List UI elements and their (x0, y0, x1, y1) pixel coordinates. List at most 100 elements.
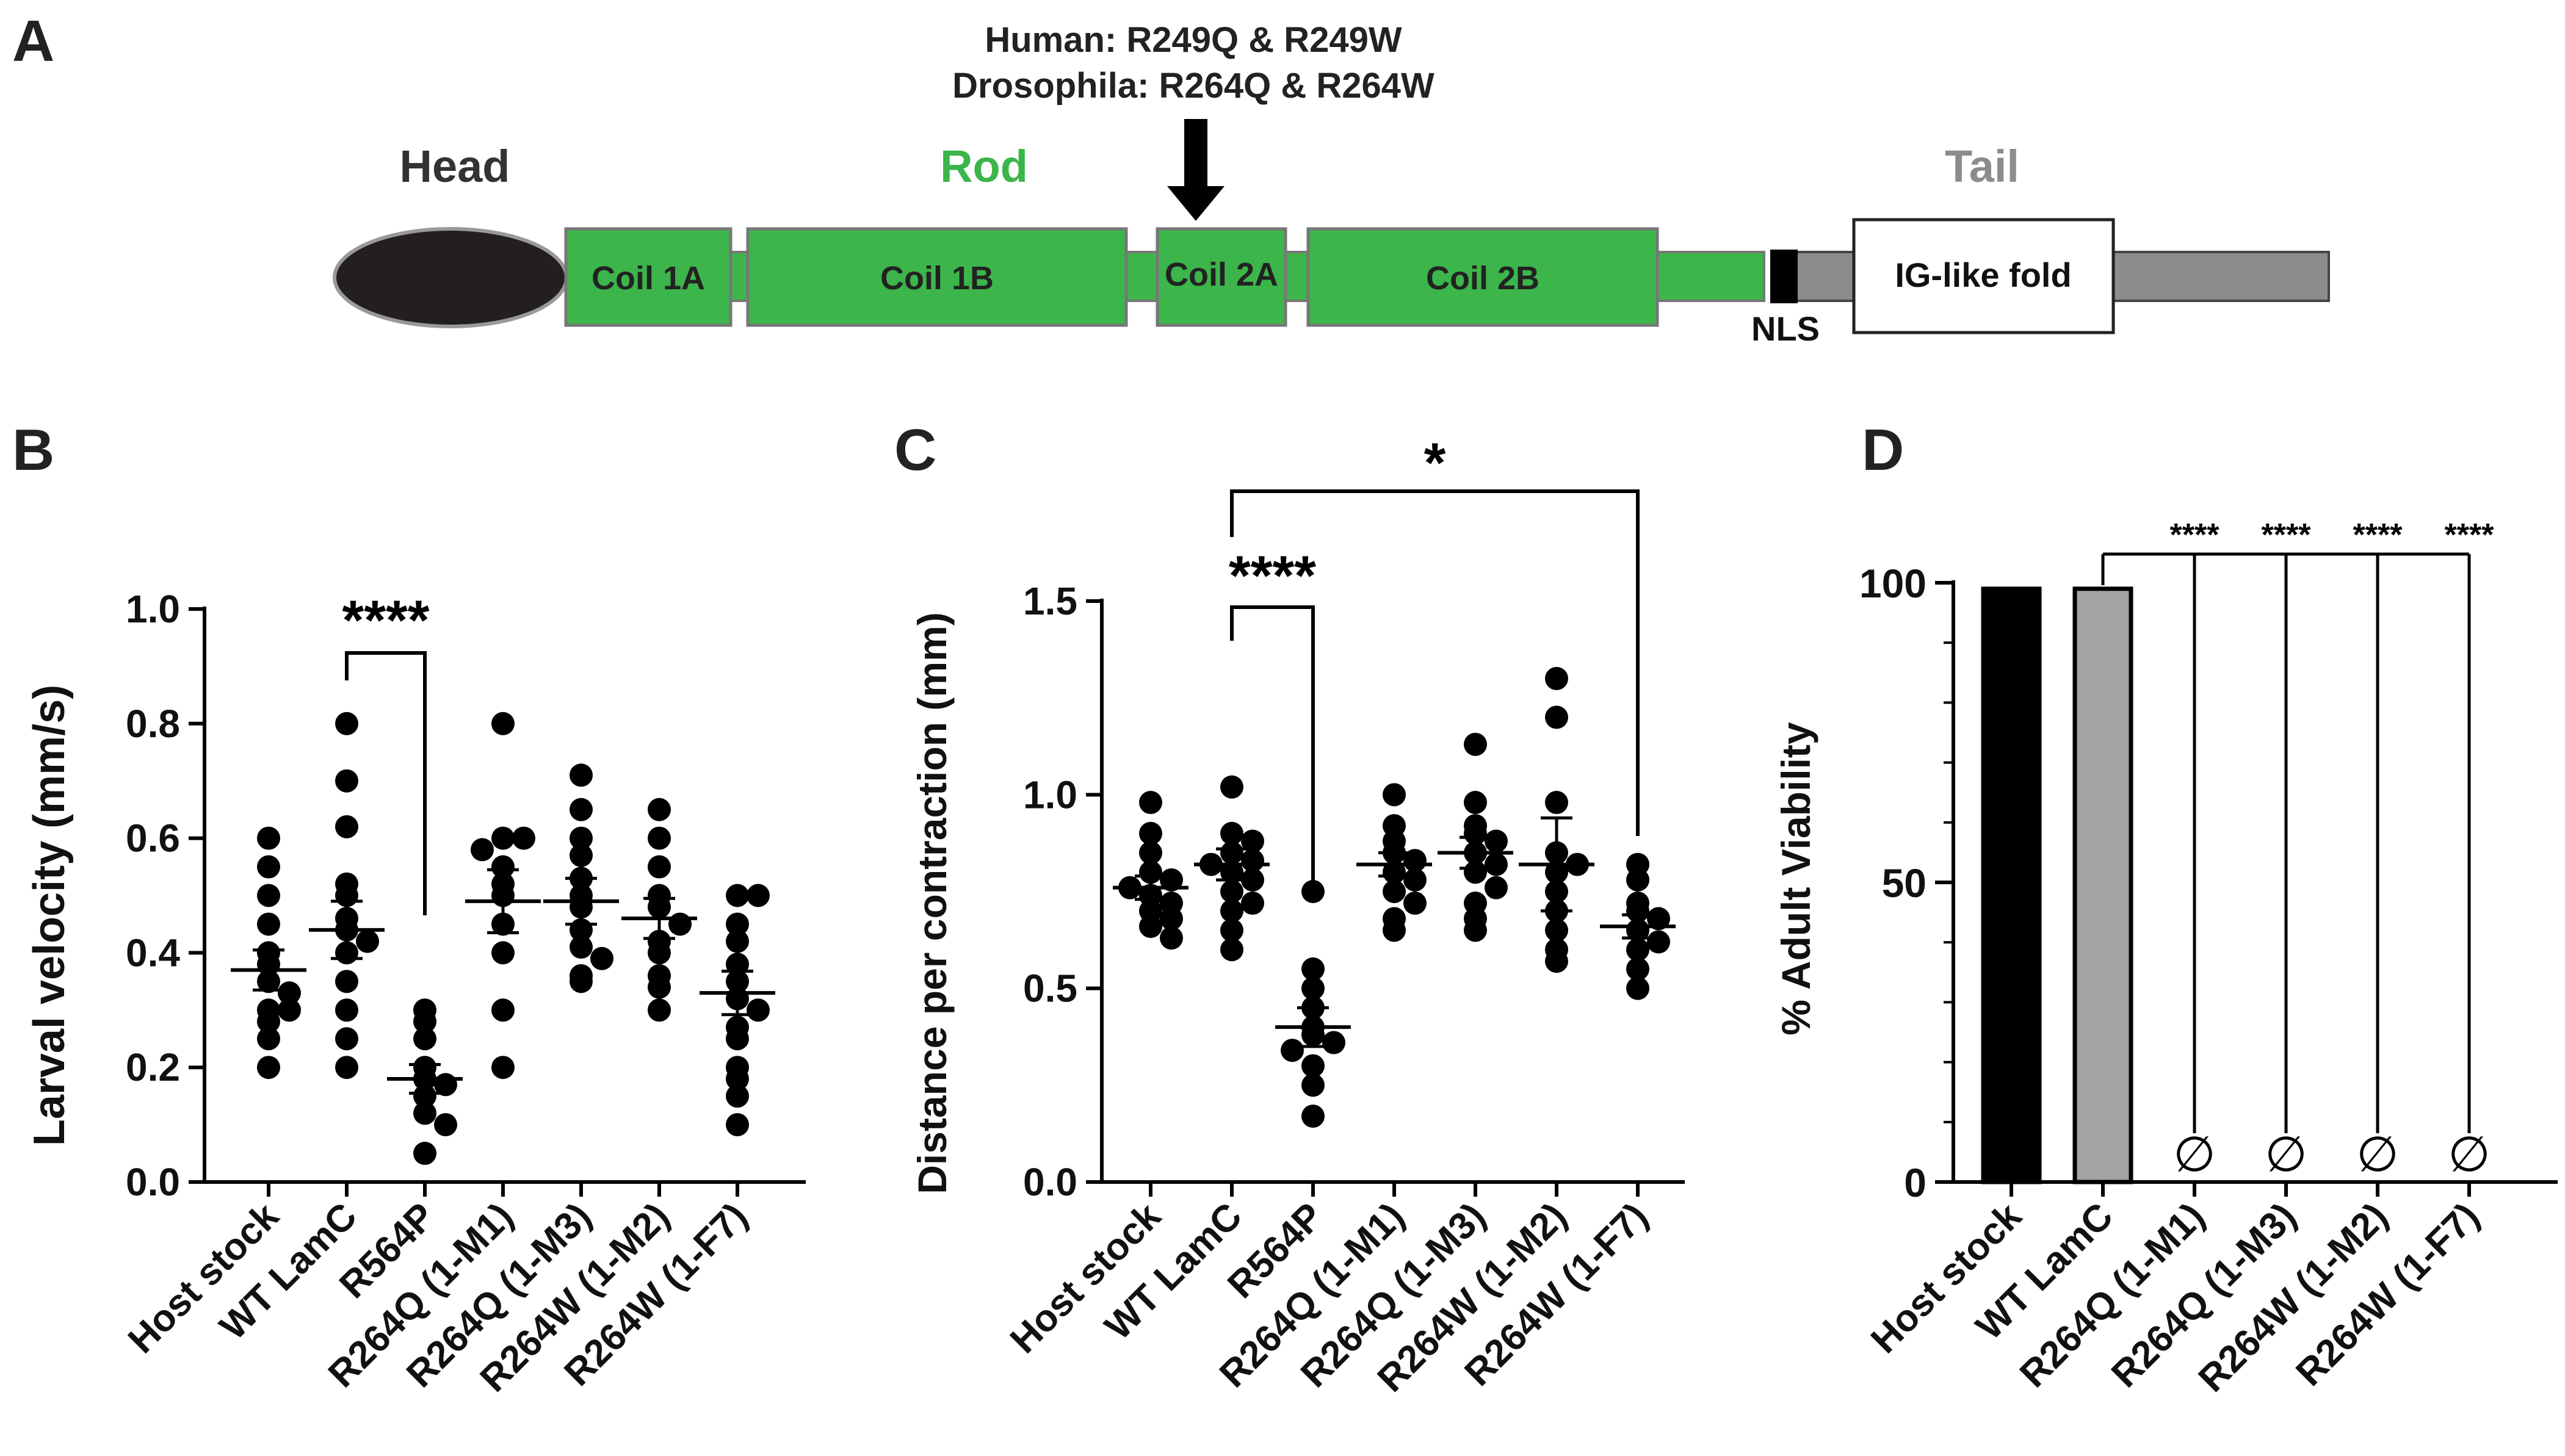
c-data-point (1545, 918, 1568, 942)
c-data-point (1383, 880, 1406, 903)
b-data-point (278, 998, 301, 1022)
c-significance-label: * (1424, 432, 1446, 494)
panel-b: B Larval velocity (mm/s) 0.0 0.2 0.4 0.6 0.8… (12, 417, 806, 1400)
b-data-point (335, 712, 358, 735)
b-data-point (648, 941, 671, 965)
d-y-tick-label: 100 (1859, 561, 1926, 606)
c-data-point (1301, 957, 1325, 981)
c-data-point (1626, 938, 1649, 962)
b-data-point (491, 712, 515, 735)
b-data-point (570, 826, 593, 850)
c-y-tick-label: 0.5 (1023, 967, 1077, 1011)
b-significance-label: **** (342, 589, 429, 652)
b-data-point (491, 941, 515, 965)
c-data-point (1626, 976, 1649, 1000)
c-data-point (1241, 868, 1264, 892)
b-data-point (356, 929, 379, 953)
c-data-point (1403, 868, 1427, 892)
b-y-tick-label: 1.0 (126, 587, 180, 631)
b-y-tick-label: 0.8 (126, 702, 180, 746)
c-data-point (1160, 907, 1183, 931)
b-data-point (726, 1084, 749, 1108)
mutation-arrow (1167, 119, 1225, 221)
c-data-point (1545, 791, 1568, 815)
c-data-point (1220, 880, 1243, 903)
b-data-point (726, 929, 749, 953)
nls-label: NLS (1751, 309, 1820, 348)
panel-label-d: D (1862, 417, 1904, 483)
c-data-point (1281, 1039, 1304, 1062)
b-data-point (570, 798, 593, 821)
c-data-point (1485, 876, 1508, 899)
d-zero-marker: ∅ (2265, 1126, 2307, 1183)
b-data-point (726, 912, 749, 936)
c-data-point (1220, 899, 1243, 923)
b-data-point (570, 763, 593, 787)
b-data-point (491, 826, 515, 850)
b-y-axis-label: Larval velocity (mm/s) (25, 685, 74, 1146)
panel-label-c: C (894, 417, 936, 483)
head-domain (333, 227, 568, 328)
c-y-tick-label: 0.0 (1023, 1160, 1077, 1204)
c-data-point (1241, 892, 1264, 915)
panel-label-a: A (12, 9, 54, 74)
c-data-point (1301, 976, 1325, 1000)
c-data-point (1545, 666, 1568, 690)
c-data-point (1626, 957, 1649, 981)
c-data-point (1139, 915, 1162, 939)
b-data-point (648, 826, 671, 850)
c-data-point (1301, 1054, 1325, 1078)
c-data-point (1139, 791, 1162, 815)
c-data-point (1626, 899, 1649, 923)
d-y-tick-label: 0 (1904, 1160, 1926, 1205)
c-data-point (1160, 868, 1183, 892)
mutation-drosophila-label: Drosophila: R264Q & R264W (952, 66, 1434, 106)
b-data-point (335, 970, 358, 993)
b-data-point (335, 1056, 358, 1079)
b-data-point (413, 1101, 436, 1125)
c-data-point (1403, 849, 1427, 873)
c-data-point (1383, 783, 1406, 807)
b-data-point (726, 1067, 749, 1090)
c-data-point (1220, 918, 1243, 942)
d-significance-label: **** (2353, 517, 2403, 553)
panel-a: A Human: R249Q & R249W Drosophila: R264Q… (12, 9, 2330, 348)
b-data-point (570, 935, 593, 959)
d-zero-marker: ∅ (2448, 1126, 2491, 1183)
b-data-point (726, 884, 749, 907)
b-y-tick-label: 0.2 (126, 1045, 180, 1089)
b-data-point (471, 838, 494, 862)
b-data-point (570, 970, 593, 993)
c-data-point (1485, 852, 1508, 876)
d-y-tick-label: 50 (1882, 860, 1926, 906)
coil-2b-box (1306, 227, 1659, 327)
b-data-point (570, 843, 593, 867)
panel-label-b: B (12, 417, 54, 483)
b-data-point (648, 975, 671, 999)
b-significance-bracket (345, 651, 427, 915)
nls-box (1770, 250, 1798, 303)
d-bar (2072, 586, 2133, 1184)
b-data-point (648, 798, 671, 821)
c-data-point (1160, 926, 1183, 950)
c-data-point (1220, 821, 1243, 845)
b-data-point (413, 1027, 436, 1051)
c-data-point (1139, 841, 1162, 865)
d-y-axis-label: % Adult Viability (1773, 722, 1818, 1036)
c-data-point (1403, 892, 1427, 915)
b-data-point (491, 855, 515, 879)
b-data-point (726, 1027, 749, 1051)
b-data-point (491, 998, 515, 1022)
ig-fold-box (1852, 218, 2115, 334)
d-significance-label: **** (2262, 517, 2312, 553)
c-data-point (1464, 860, 1487, 884)
b-data-point (335, 1027, 358, 1051)
b-y-tick-label: 0.6 (126, 816, 180, 860)
c-data-point (1301, 880, 1325, 903)
c-significance-bracket (1230, 605, 1315, 891)
rod-label: Rod (940, 141, 1028, 192)
d-bar (1981, 586, 2042, 1184)
c-data-point (1647, 907, 1670, 931)
